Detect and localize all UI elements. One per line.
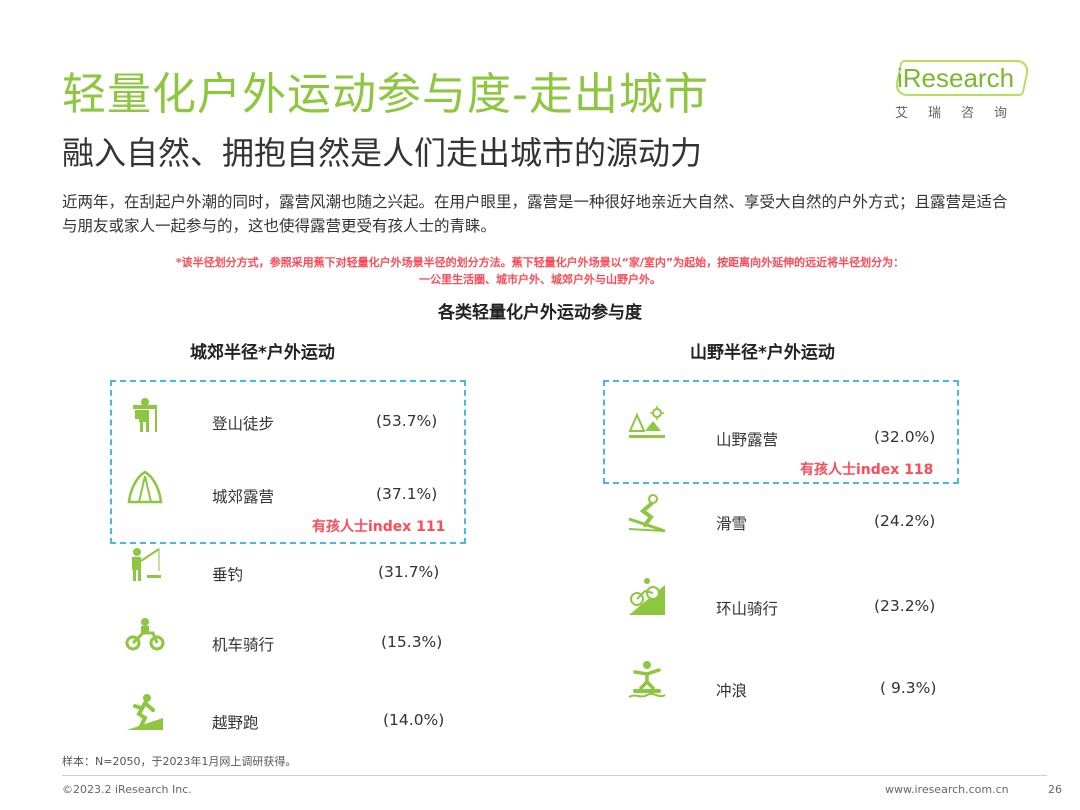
trail-running-icon [127,694,163,730]
tent-icon [127,470,163,504]
page-number: 26 [1048,783,1062,796]
fishing-icon [132,548,161,581]
item-label-motorcycle: 机车骑行 [212,636,275,654]
item-value-mountain-camping: (32.0%) [874,428,936,446]
hiking-icon [133,398,157,432]
iresearch-logo: iResearch 艾瑞咨询 [893,58,1033,122]
sample-footnote: 样本：N=2050，于2023年1月网上调研获得。 [62,755,297,768]
footer-divider [62,775,1047,776]
motorcycle-icon [125,618,165,651]
item-label-trail-running: 越野跑 [212,714,259,732]
right-column-title: 山野半径*户外运动 [690,343,835,363]
item-value-hiking: (53.7%) [376,412,438,430]
right-highlight-box [603,380,959,484]
left-column-title: 城郊半径*户外运动 [190,343,335,363]
item-value-suburban-camping: (37.1%) [376,485,438,503]
right-index-tag: 有孩人士index 118 [800,462,934,478]
item-value-skiing: (24.2%) [874,512,936,530]
skiing-icon [628,494,666,533]
left-highlight-box [110,380,466,544]
footer-url[interactable]: www.iresearch.com.cn [885,783,1009,796]
method-note: *该半径划分方式，参照采用蕉下对轻量化户外场景半径的划分方法。蕉下轻量化户外场景… [60,254,1020,288]
item-label-suburban-camping: 城郊露营 [212,488,275,506]
item-value-mountain-biking: (23.2%) [874,597,936,615]
footer-copyright: ©2023.2 iResearch Inc. [62,783,192,796]
item-label-mountain-camping: 山野露营 [716,431,779,449]
item-label-surfing: 冲浪 [716,682,748,700]
intro-paragraph: 近两年，在刮起户外潮的同时，露营风潮也随之兴起。在用户眼里，露营是一种很好地亲近… [62,193,1008,235]
item-value-fishing: (31.7%) [378,563,440,581]
mountain-bike-icon [629,578,665,615]
item-label-hiking: 登山徒步 [212,415,275,433]
page-title: 轻量化户外运动参与度-走出城市 [62,69,709,120]
item-value-motorcycle: (15.3%) [381,633,443,651]
method-note-line-1: *该半径划分方式，参照采用蕉下对轻量化户外场景半径的划分方法。蕉下轻量化户外场景… [175,256,905,269]
left-index-tag: 有孩人士index 111 [312,519,446,535]
item-value-trail-running: (14.0%) [383,711,445,729]
method-note-line-2: 一公里生活圈、城市户外、城郊户外与山野户外。 [419,273,661,286]
item-label-fishing: 垂钓 [212,566,244,584]
chart-title: 各类轻量化户外运动参与度 [438,303,642,323]
item-label-skiing: 滑雪 [716,515,748,533]
logo-wordmark: iResearch [897,63,1015,93]
camping-icon [628,406,665,438]
item-label-mountain-biking: 环山骑行 [716,600,779,618]
item-value-surfing: ( 9.3%) [880,679,937,697]
page-subtitle: 融入自然、拥抱自然是人们走出城市的源动力 [62,134,703,172]
logo-chinese-name: 艾瑞咨询 [895,106,1028,121]
surfing-icon [628,661,666,698]
